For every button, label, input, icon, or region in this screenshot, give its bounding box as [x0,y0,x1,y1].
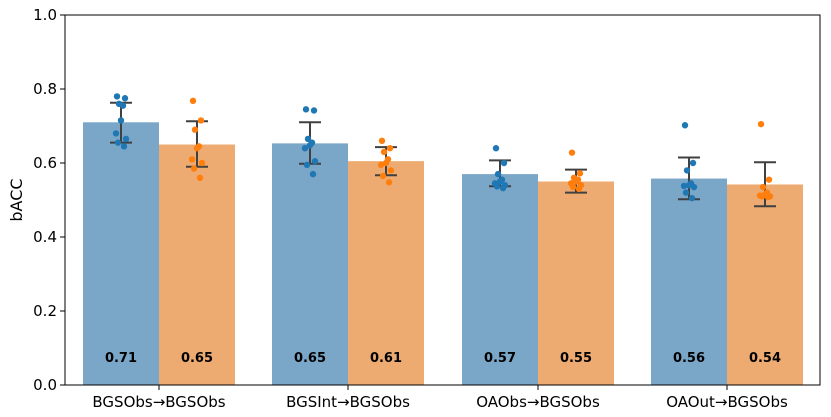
data-point-s0-c0-8 [120,143,128,150]
data-point-s0-c0-6 [122,135,130,143]
value-label-s1-c0: 0.65 [181,351,213,366]
bar-s1-c3 [727,184,803,385]
data-point-s0-c1-0 [302,106,310,113]
data-point-s1-c1-2 [380,148,388,156]
value-label-s1-c2: 0.55 [560,351,592,366]
data-point-s0-c0-3 [119,102,127,109]
data-point-s0-c1-5 [301,145,309,152]
data-point-s0-c1-8 [309,170,317,178]
value-label-s0-c0: 0.71 [105,351,137,366]
bar-s0-c3 [651,178,727,385]
data-point-s0-c2-0 [492,145,500,152]
data-point-s0-c2-2 [494,170,502,178]
y-axis-label: bACC [7,178,26,221]
data-point-s0-c1-6 [311,157,319,165]
data-point-s1-c1-8 [385,179,393,186]
data-point-s0-c0-5 [112,130,120,137]
data-point-s0-c2-8 [499,184,507,192]
data-point-s1-c2-4 [572,178,580,185]
data-point-s0-c3-0 [681,122,689,129]
x-tick-label-1: BGSInt→BGSObs [286,393,410,411]
plot-frame [64,14,821,386]
data-point-s0-c0-4 [117,117,125,124]
data-point-s1-c0-4 [193,145,201,152]
data-point-s0-c1-1 [310,107,318,114]
data-point-s1-c3-0 [757,120,765,128]
data-point-s1-c0-1 [197,117,205,124]
data-point-s0-c0-7 [114,139,122,146]
bar-s0-c0 [83,122,159,386]
data-point-s1-c0-2 [191,126,199,133]
bar-s0-c2 [462,174,538,385]
y-tick-label-5: 1.0 [33,6,57,24]
x-tick-label-0: BGSObs→BGSObs [92,393,225,411]
data-point-s1-c1-0 [378,137,386,144]
y-tick-label-2: 0.4 [33,228,57,246]
data-point-s1-c2-7 [569,183,577,191]
data-point-s0-c1-4 [306,142,314,149]
data-point-s1-c2-0 [568,149,576,156]
data-point-s1-c1-6 [387,167,395,174]
data-point-s1-c2-1 [576,170,584,177]
data-point-s1-c1-4 [382,159,390,167]
data-point-s1-c3-1 [765,176,773,183]
data-point-s1-c1-7 [379,172,387,180]
data-point-s1-c1-1 [386,145,394,152]
data-point-s1-c0-7 [190,165,198,172]
value-label-s1-c1: 0.61 [370,351,402,366]
data-point-s1-c3-8 [764,193,772,201]
data-point-s1-c0-6 [198,159,206,167]
value-label-s0-c2: 0.57 [484,351,516,366]
x-tick-label-3: OAOut→BGSObs [666,393,788,411]
data-point-s1-c0-0 [189,97,197,105]
data-point-s0-c2-1 [500,159,508,167]
data-point-s0-c3-8 [688,194,696,202]
data-point-s1-c3-2 [759,183,767,191]
value-label-s1-c3: 0.54 [749,351,781,366]
value-label-s0-c3: 0.56 [673,351,705,366]
data-point-s0-c3-4 [685,182,693,189]
data-point-s0-c3-6 [690,183,698,191]
bar-s1-c1 [348,161,424,385]
bar-s1-c2 [538,181,614,385]
data-point-s0-c2-7 [493,183,501,190]
data-point-s1-c2-8 [575,185,583,193]
data-point-s0-c2-4 [496,178,504,185]
y-tick-label-1: 0.2 [33,302,57,320]
y-tick-label-0: 0.0 [33,376,57,394]
data-point-s1-c3-7 [758,193,766,200]
data-point-s0-c3-7 [682,189,690,196]
data-point-s0-c3-5 [680,182,688,190]
y-tick-label-4: 0.8 [33,80,57,98]
y-tick-label-3: 0.6 [33,154,57,172]
data-point-s0-c0-1 [121,95,129,102]
data-point-s1-c1-5 [377,161,385,169]
data-point-s0-c0-0 [113,93,121,100]
bar-s1-c0 [159,144,235,385]
data-point-s1-c0-5 [188,156,196,163]
data-point-s0-c3-1 [689,159,697,167]
data-point-s1-c0-8 [196,174,204,181]
x-tick-label-2: OAObs→BGSObs [476,393,600,411]
data-point-s0-c1-7 [303,161,311,169]
bar-s0-c1 [272,143,348,385]
data-point-s0-c3-2 [683,167,691,174]
value-label-s0-c1: 0.65 [294,351,326,366]
